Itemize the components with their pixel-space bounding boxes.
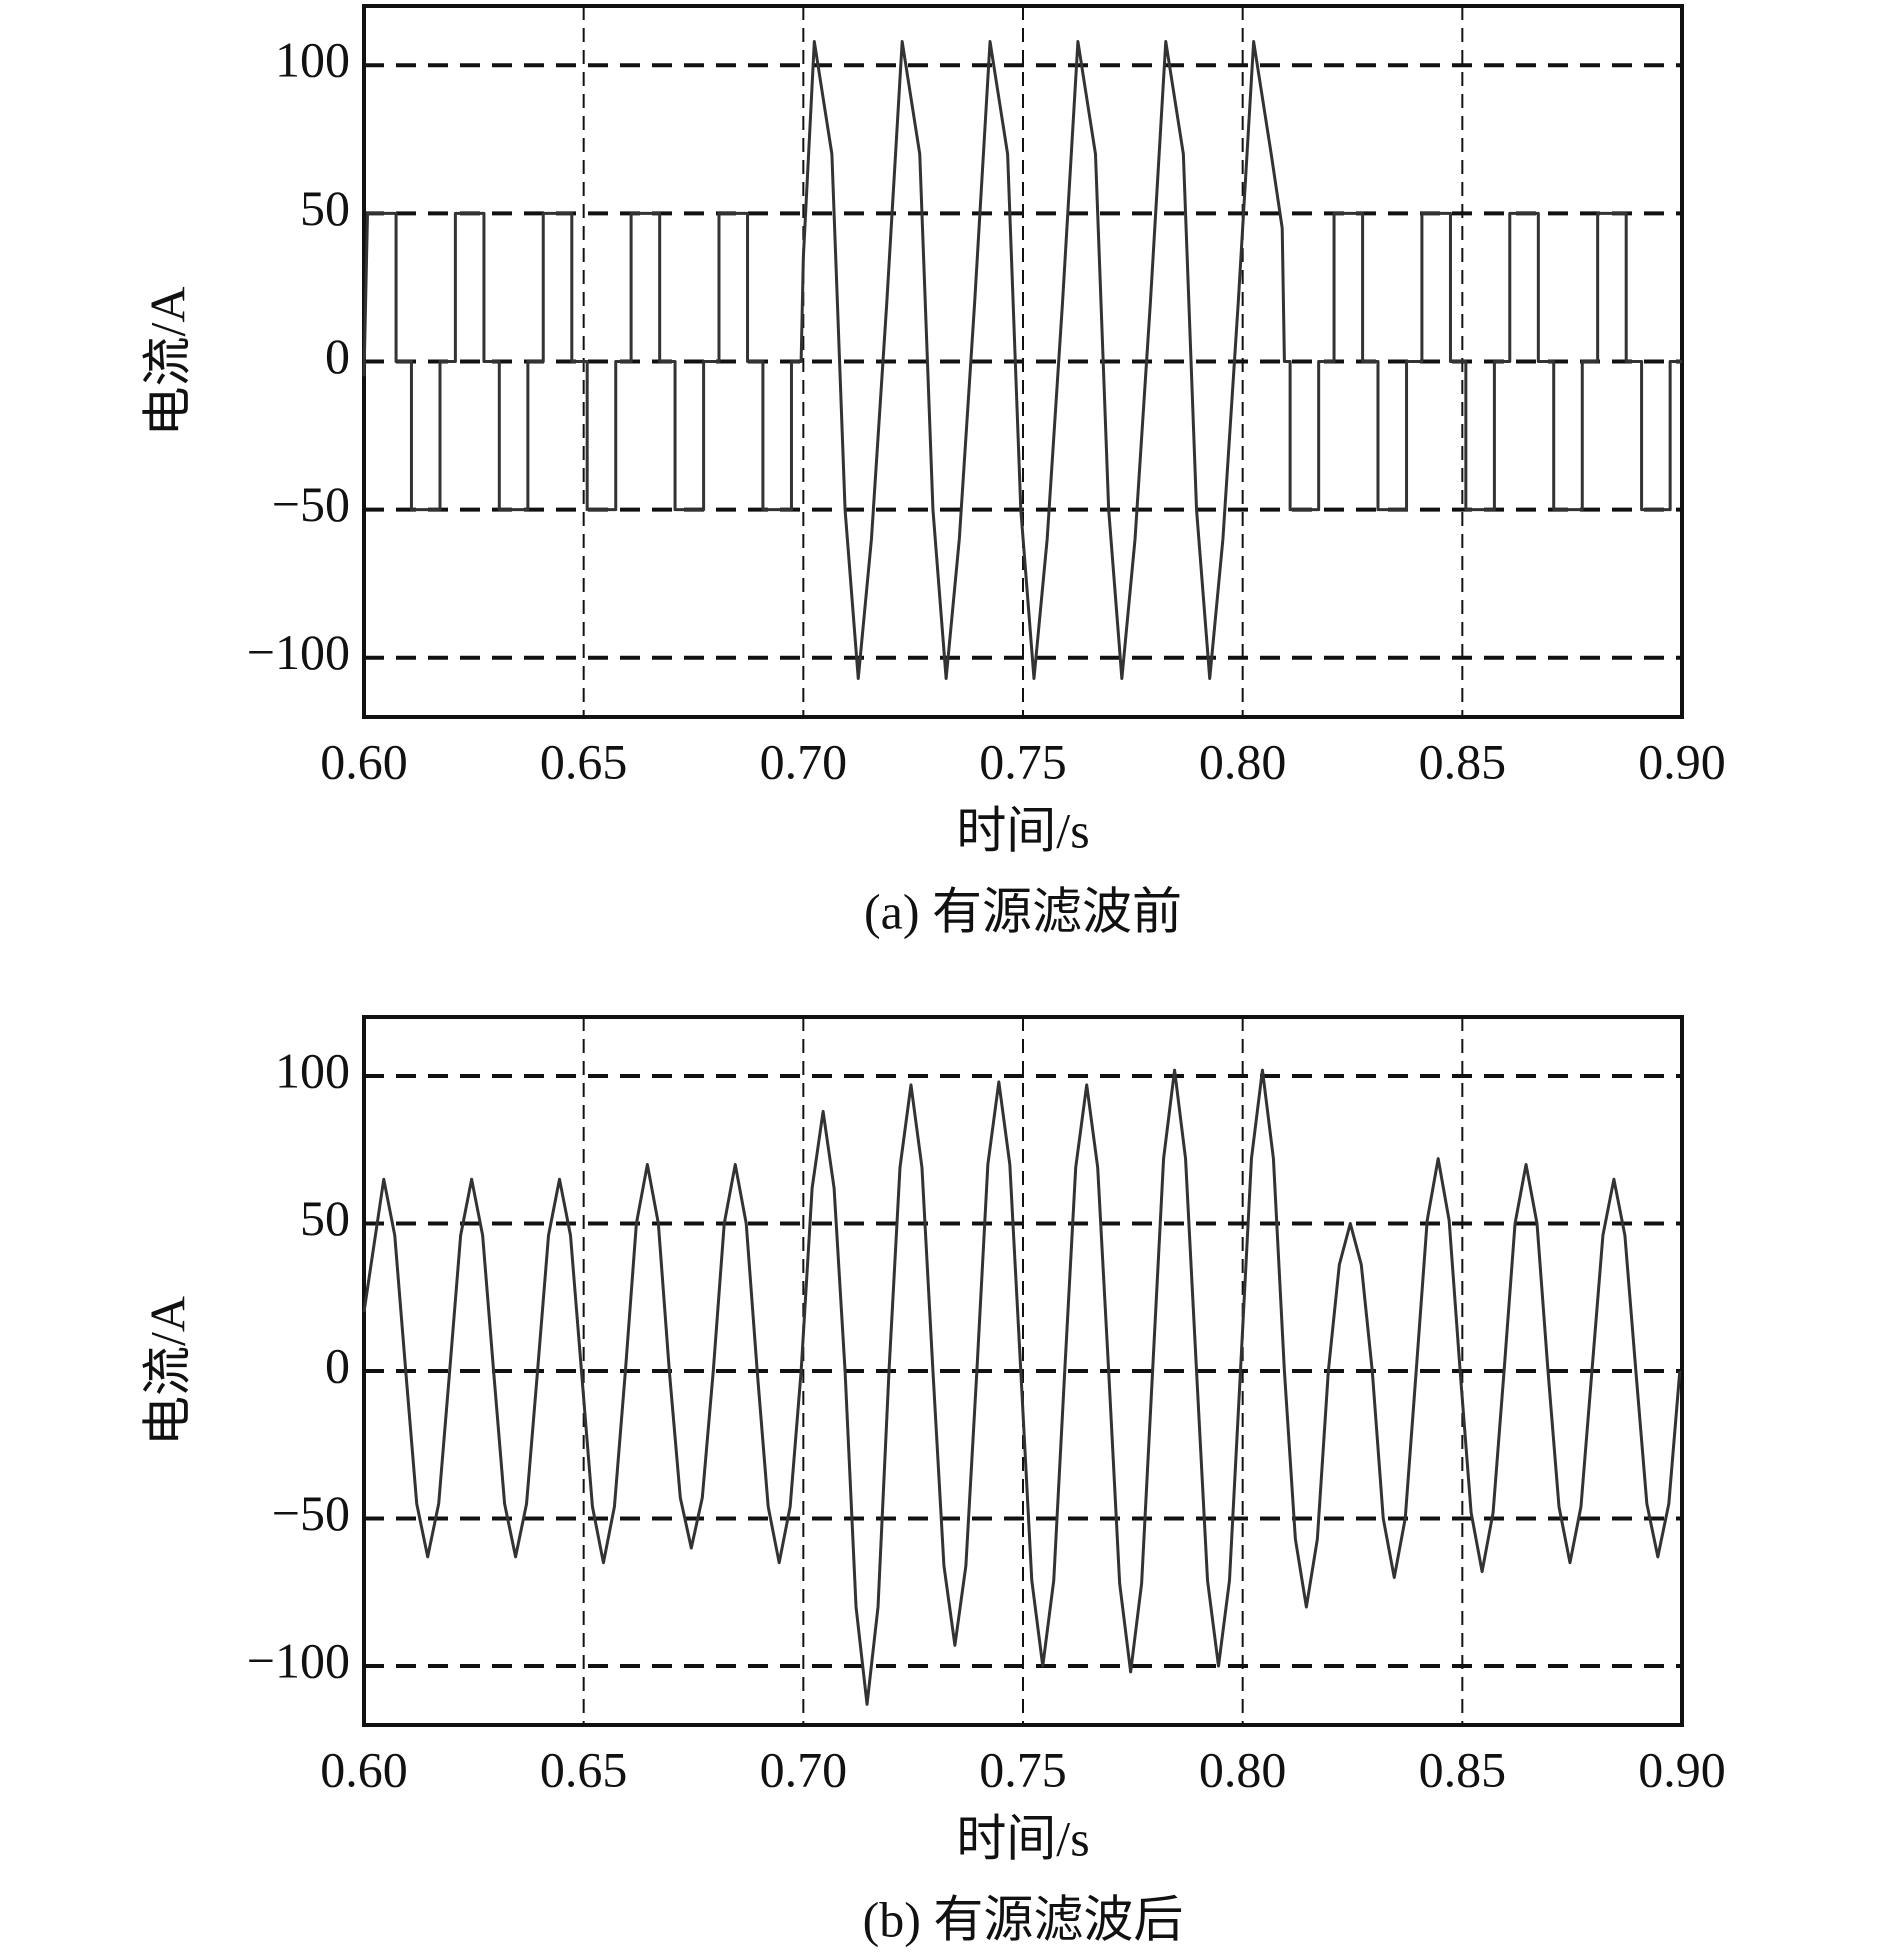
caption: (a) 有源滤波前 xyxy=(864,883,1182,939)
x-tick-label: 0.60 xyxy=(320,733,408,789)
x-axis-label: 时间/s xyxy=(956,802,1089,858)
x-tick-label: 0.65 xyxy=(540,1741,628,1797)
y-tick-label: 0 xyxy=(325,1337,350,1393)
x-tick-label: 0.90 xyxy=(1638,733,1726,789)
y-tick-label: −100 xyxy=(247,624,350,680)
y-tick-label: 100 xyxy=(275,32,350,88)
x-tick-label: 0.80 xyxy=(1199,1741,1287,1797)
caption: (b) 有源滤波后 xyxy=(863,1891,1184,1947)
y-tick-label: 50 xyxy=(300,1190,350,1246)
x-tick-label: 0.75 xyxy=(979,733,1067,789)
x-tick-label: 0.65 xyxy=(540,733,628,789)
y-tick-label: −50 xyxy=(272,476,350,532)
x-tick-label: 0.90 xyxy=(1638,1741,1726,1797)
y-tick-label: 0 xyxy=(325,328,350,384)
x-tick-label: 0.70 xyxy=(760,1741,848,1797)
y-axis-label: 电流/A xyxy=(139,287,195,437)
x-tick-label: 0.85 xyxy=(1419,1741,1507,1797)
y-tick-label: 50 xyxy=(300,180,350,236)
y-tick-label: −100 xyxy=(247,1632,350,1688)
y-axis-label: 电流/A xyxy=(139,1296,195,1446)
x-tick-label: 0.85 xyxy=(1419,733,1507,789)
line-series xyxy=(362,1068,1682,1706)
x-axis-label: 时间/s xyxy=(956,1810,1089,1866)
line-series xyxy=(362,40,1682,680)
y-tick-label: −50 xyxy=(272,1485,350,1541)
plot-frame xyxy=(362,1015,1684,1727)
x-tick-label: 0.75 xyxy=(979,1741,1067,1797)
x-tick-label: 0.80 xyxy=(1199,733,1287,789)
y-tick-label: 100 xyxy=(275,1042,350,1098)
x-tick-label: 0.60 xyxy=(320,1741,408,1797)
x-tick-label: 0.70 xyxy=(760,733,848,789)
